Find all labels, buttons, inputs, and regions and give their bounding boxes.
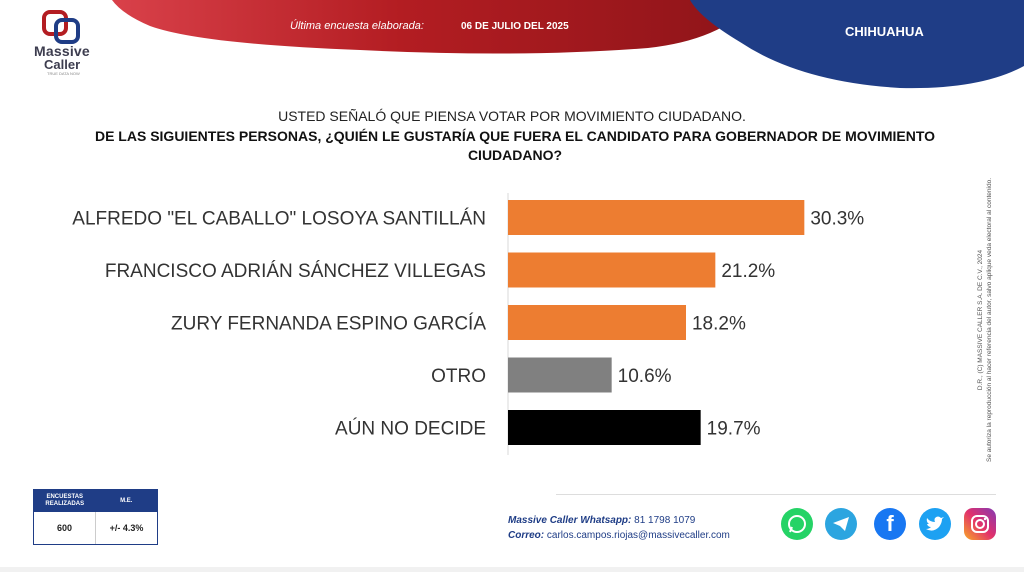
whatsapp-icon[interactable]: [781, 508, 813, 540]
bar: [508, 252, 716, 288]
data-label: 18.2%: [692, 314, 746, 335]
stats-header-surveys: ENCUESTAS REALIZADAS: [45, 494, 85, 507]
logo-text: Caller: [44, 57, 81, 72]
data-label: 21.2%: [721, 261, 775, 282]
survey-label: Última encuesta elaborada:: [290, 20, 424, 32]
stats-sample-size: 600: [56, 523, 73, 533]
stats-box: ENCUESTAS REALIZADAS M.E. 600 +/- 4.3%: [33, 489, 158, 545]
survey-date: 06 DE JULIO DEL 2025: [461, 21, 569, 32]
bar: [508, 410, 701, 445]
facebook-icon[interactable]: f: [874, 508, 906, 540]
category-label: FRANCISCO ADRIÁN SÁNCHEZ VILLEGAS: [105, 261, 486, 282]
category-label: ALFREDO "EL CABALLO" LOSOYA SANTILLÁN: [72, 209, 486, 230]
email-contact: Correo: carlos.campos.riojas@massivecall…: [508, 530, 730, 541]
data-label: 30.3%: [810, 209, 864, 230]
logo-tagline: TRUE DATA NOW: [47, 71, 80, 76]
category-label: AÚN NO DECIDE: [335, 418, 486, 440]
email-label: Correo:: [508, 530, 545, 541]
category-label: ZURY FERNANDA ESPINO GARCÍA: [171, 314, 486, 335]
state-name: CHIHUAHUA: [845, 24, 924, 39]
bottom-edge: [0, 567, 1024, 572]
massive-caller-logo: [42, 10, 80, 44]
bar: [508, 357, 612, 393]
question-intro: USTED SEÑALÓ QUE PIENSA VOTAR POR MOVIMI…: [278, 108, 746, 124]
bar: [508, 200, 805, 235]
data-label: 19.7%: [707, 419, 761, 440]
copyright-line: Se autoriza la reproducción al hacer ref…: [986, 178, 993, 463]
data-label: 10.6%: [618, 366, 672, 387]
logo-text: Massive: [34, 43, 90, 59]
telegram-icon[interactable]: [825, 508, 857, 540]
copyright-line: D.R., (C) MASSIVE CALLER S.A. DE C.V., 2…: [977, 249, 984, 391]
instagram-icon[interactable]: [964, 508, 996, 540]
copyright-note: D.R., (C) MASSIVE CALLER S.A. DE C.V., 2…: [976, 150, 994, 490]
footer-divider: [556, 494, 996, 495]
whatsapp-contact: Massive Caller Whatsapp: 81 1798 1079: [508, 515, 695, 526]
bar: [508, 305, 686, 340]
category-label: OTRO: [431, 366, 486, 387]
question-title: DE LAS SIGUIENTES PERSONAS, ¿QUIÉN LE GU…: [94, 128, 936, 163]
stats-margin-error: +/- 4.3%: [95, 512, 157, 544]
header-banner: [112, 0, 1024, 89]
whatsapp-label: Massive Caller Whatsapp:: [508, 515, 632, 526]
twitter-icon[interactable]: [919, 508, 951, 540]
email-address[interactable]: carlos.campos.riojas@massivecaller.com: [546, 530, 730, 541]
stats-header-margin: M.E.: [120, 497, 133, 504]
whatsapp-number[interactable]: 81 1798 1079: [634, 515, 696, 526]
